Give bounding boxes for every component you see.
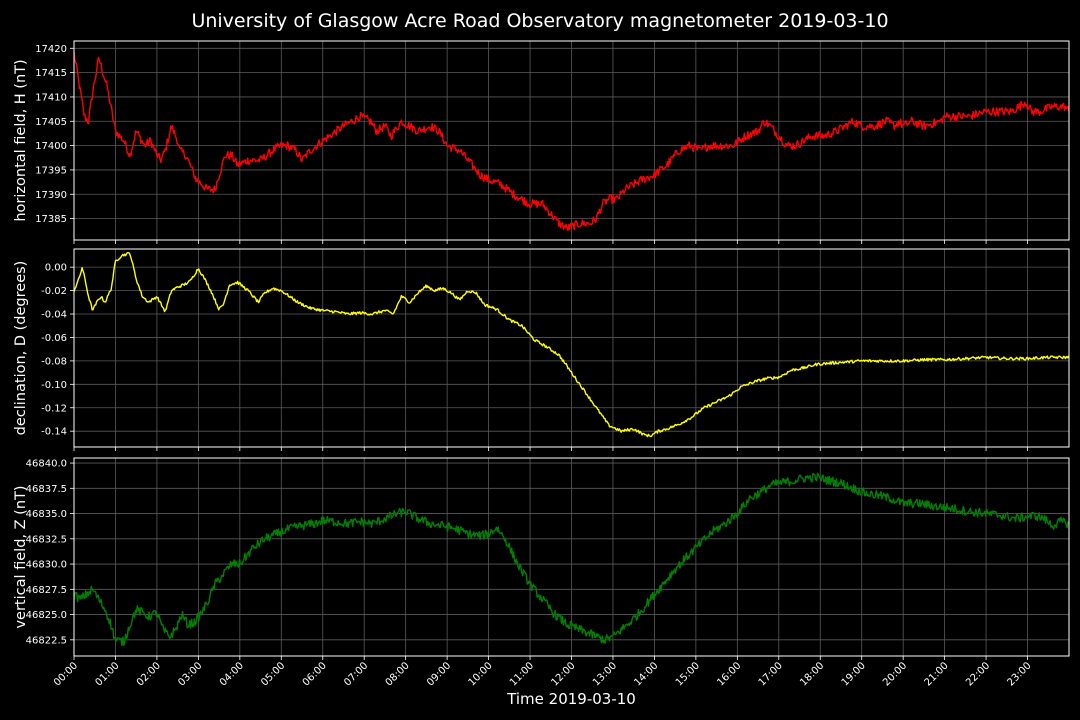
y-tick-label: -0.14 <box>41 427 67 438</box>
y-tick-label: -0.08 <box>41 356 67 367</box>
x-tick-label: 00:00 <box>52 660 80 688</box>
x-axis-label: Time 2019-03-10 <box>507 690 636 708</box>
x-tick-label: 20:00 <box>881 660 909 688</box>
y-tick-label: 46832.5 <box>26 534 67 545</box>
y-tick-label: 46822.5 <box>26 635 67 646</box>
x-tick-label: 01:00 <box>93 660 121 688</box>
x-tick-label: 08:00 <box>384 660 412 688</box>
series-line <box>73 472 1070 647</box>
y-tick-label: 46827.5 <box>26 585 67 596</box>
y-tick-label: 46835.0 <box>26 509 67 520</box>
x-tick-label: 21:00 <box>923 660 951 688</box>
x-tick-label: 11:00 <box>508 660 536 688</box>
y-tick-label: -0.10 <box>41 380 67 391</box>
axes-frame <box>73 457 1070 657</box>
y-tick-label: 17405 <box>35 117 67 128</box>
y-tick-label: 17385 <box>35 214 67 225</box>
x-tick-label: 07:00 <box>342 660 370 688</box>
y-axis-label: horizontal field, H (nT) <box>13 59 29 221</box>
y-tick-label: -0.06 <box>41 333 67 344</box>
y-tick-label: 17395 <box>35 165 67 176</box>
x-tick-label: 10:00 <box>467 660 495 688</box>
y-tick-label: 46825.0 <box>26 610 67 621</box>
x-tick-label: 16:00 <box>715 660 743 688</box>
x-tick-label: 22:00 <box>964 660 992 688</box>
x-tick-label: 09:00 <box>425 660 453 688</box>
y-tick-label: 17415 <box>35 68 67 79</box>
chart-title: University of Glasgow Acre Road Observat… <box>191 10 889 32</box>
series-line <box>73 51 1070 232</box>
axes-frame <box>73 40 1070 241</box>
x-tick-label: 14:00 <box>632 660 660 688</box>
x-tick-label: 19:00 <box>840 660 868 688</box>
y-tick-label: -0.02 <box>41 286 67 297</box>
x-tick-label: 13:00 <box>591 660 619 688</box>
x-tick-label: 02:00 <box>135 660 163 688</box>
y-tick-label: 46830.0 <box>26 560 67 571</box>
x-tick-label: 06:00 <box>301 660 329 688</box>
x-tick-label: 05:00 <box>259 660 287 688</box>
axes-frame <box>73 248 1070 448</box>
y-tick-label: 17390 <box>35 190 67 201</box>
y-tick-label: 17410 <box>35 92 67 103</box>
x-tick-label: 17:00 <box>757 660 785 688</box>
y-tick-label: 17400 <box>35 141 67 152</box>
y-axis-label: declination, D (degrees) <box>13 261 29 436</box>
y-tick-label: -0.04 <box>41 310 67 321</box>
x-tick-label: 04:00 <box>218 660 246 688</box>
x-tick-label: 12:00 <box>549 660 577 688</box>
y-tick-label: 46840.0 <box>26 459 67 470</box>
x-tick-label: 18:00 <box>798 660 826 688</box>
x-tick-label: 15:00 <box>674 660 702 688</box>
y-tick-label: 0.00 <box>45 263 67 274</box>
y-axis-label: vertical field, Z (nT) <box>13 485 29 628</box>
y-tick-label: 17420 <box>35 44 67 55</box>
y-tick-label: -0.12 <box>41 403 67 414</box>
series-line <box>73 252 1070 438</box>
x-tick-label: 03:00 <box>176 660 204 688</box>
y-tick-label: 46837.5 <box>26 484 67 495</box>
x-tick-label: 23:00 <box>1006 660 1034 688</box>
